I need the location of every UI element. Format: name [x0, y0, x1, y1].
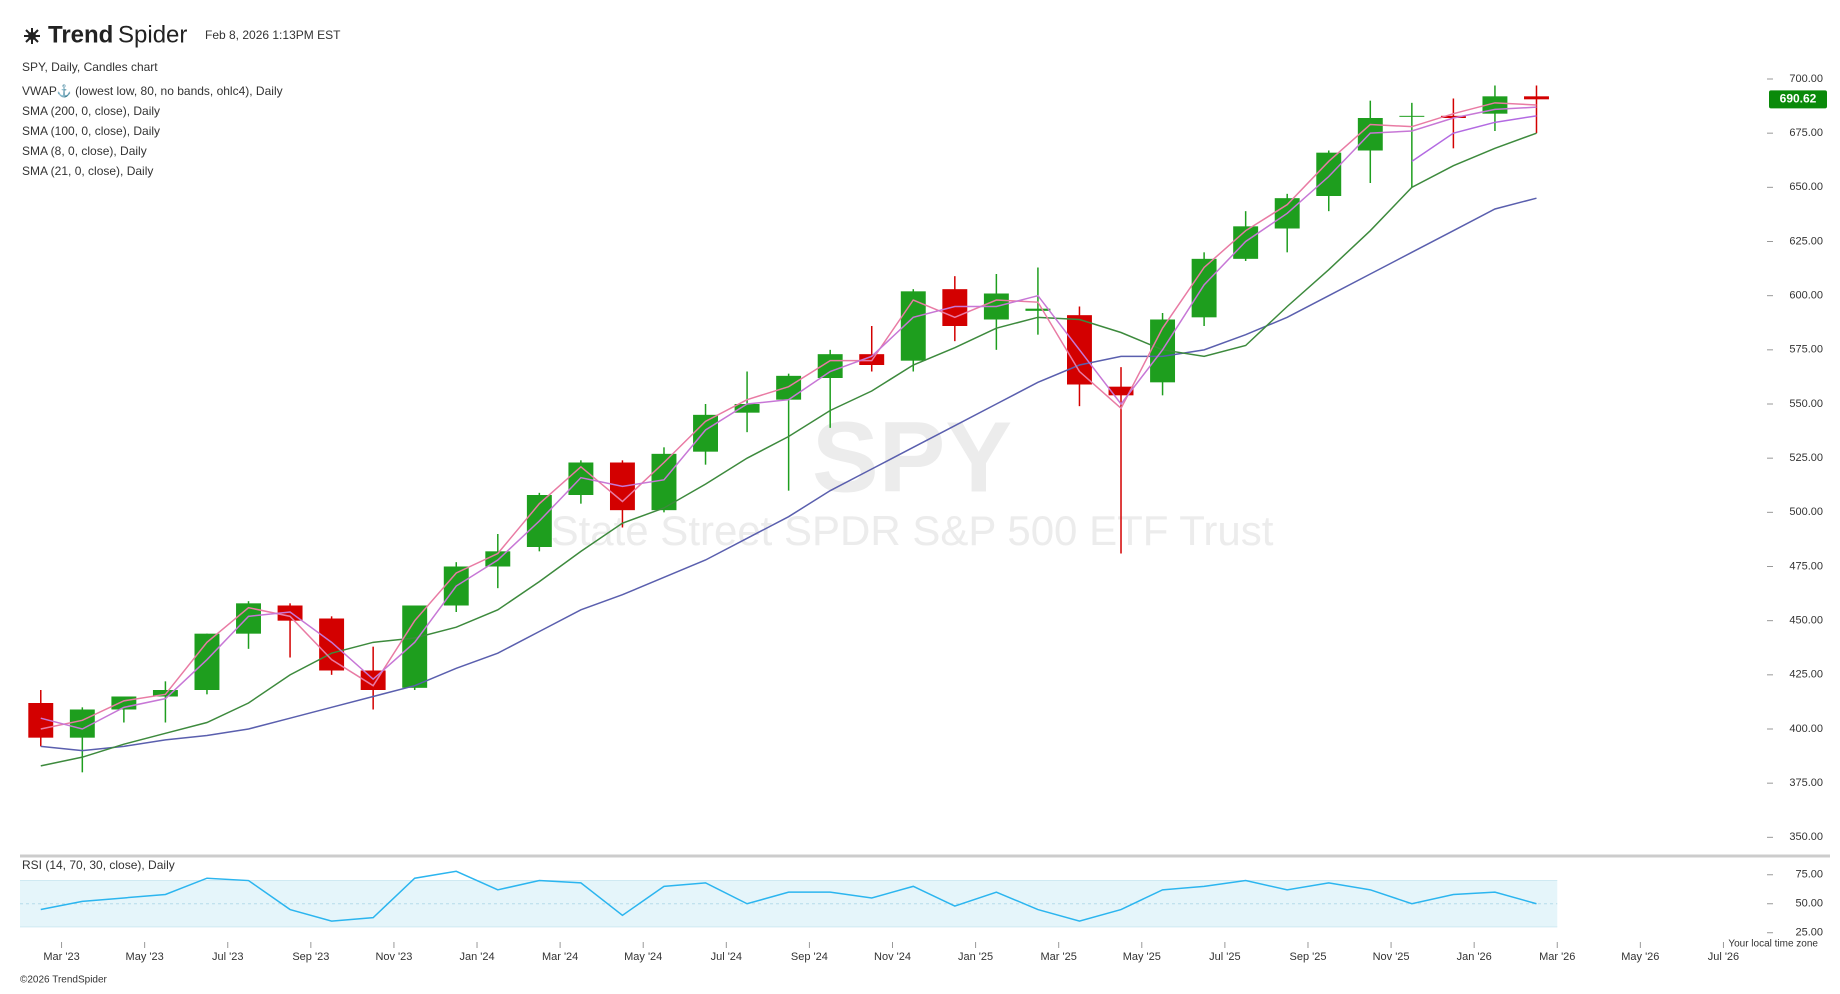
overlay-line	[40, 197, 1537, 752]
overlay-line	[40, 102, 1537, 730]
watermark-subtitle: State Street SPDR S&P 500 ETF Trust	[551, 507, 1274, 554]
x-tick-label: Sep '23	[292, 951, 329, 963]
x-tick-label: May '25	[1123, 951, 1161, 963]
candle-body	[1025, 308, 1051, 311]
rsi-legend: RSI (14, 70, 30, close), Daily	[22, 858, 175, 872]
legend-entry: SMA (100, 0, close), Daily	[22, 124, 160, 138]
y-tick-label: 550.00	[1789, 398, 1823, 410]
logo-icon	[24, 28, 40, 44]
rsi-tick-label: 75.00	[1795, 869, 1823, 881]
y-tick-label: 700.00	[1789, 73, 1823, 85]
candle-body	[1399, 115, 1425, 117]
candle-body	[734, 404, 760, 413]
legend-entry: SMA (200, 0, close), Daily	[22, 104, 160, 118]
x-tick-label: Mar '26	[1539, 951, 1575, 963]
price-label: 690.62	[1780, 91, 1817, 105]
logo-bold: Trend	[48, 21, 113, 48]
timestamp: Feb 8, 2026 1:13PM EST	[205, 28, 341, 42]
y-tick-label: 475.00	[1789, 560, 1823, 572]
x-tick-label: Mar '24	[542, 951, 578, 963]
watermark: SPY	[812, 401, 1012, 513]
y-tick-label: 525.00	[1789, 452, 1823, 464]
x-tick-label: Jul '24	[711, 951, 742, 963]
x-tick-label: Nov '24	[874, 951, 911, 963]
legend-entry: SMA (8, 0, close), Daily	[22, 144, 147, 158]
timezone-note: Your local time zone	[1728, 939, 1818, 950]
x-tick-label: Jul '26	[1708, 951, 1739, 963]
x-tick-label: Mar '25	[1041, 951, 1077, 963]
x-tick-label: Jan '25	[958, 951, 993, 963]
candle-body	[1108, 386, 1134, 396]
y-tick-label: 650.00	[1789, 181, 1823, 193]
legend-entry: SMA (21, 0, close), Daily	[22, 164, 153, 178]
y-tick-label: 575.00	[1789, 344, 1823, 356]
x-tick-label: Jan '26	[1457, 951, 1492, 963]
y-tick-label: 500.00	[1789, 506, 1823, 518]
x-tick-label: Nov '25	[1373, 951, 1410, 963]
y-tick-label: 375.00	[1789, 777, 1823, 789]
candle-body	[693, 414, 718, 452]
x-tick-label: Sep '25	[1289, 951, 1326, 963]
candle-body	[1316, 152, 1342, 196]
x-tick-label: Mar '23	[43, 951, 79, 963]
legend-entry: VWAP⚓ (lowest low, 80, no bands, ohlc4),…	[22, 84, 283, 98]
candle-body	[402, 605, 428, 688]
x-tick-label: Nov '23	[375, 951, 412, 963]
x-tick-label: May '26	[1621, 951, 1659, 963]
x-tick-label: Jul '23	[212, 951, 243, 963]
chart-title: SPY, Daily, Candles chart	[22, 60, 158, 74]
x-tick-label: Jul '25	[1209, 951, 1240, 963]
x-tick-label: Sep '24	[791, 951, 828, 963]
candle-body	[1524, 96, 1549, 100]
overlay-line	[40, 132, 1537, 767]
candle-body	[1440, 115, 1466, 118]
y-tick-label: 625.00	[1789, 235, 1823, 247]
y-tick-label: 600.00	[1789, 290, 1823, 302]
x-tick-label: May '23	[126, 951, 164, 963]
rsi-tick-label: 50.00	[1795, 898, 1823, 910]
price-label-box	[1769, 90, 1827, 109]
candle-body	[942, 289, 968, 326]
y-tick-label: 400.00	[1789, 723, 1823, 735]
candle-body	[776, 375, 802, 400]
y-tick-label: 675.00	[1789, 127, 1823, 139]
y-tick-label: 425.00	[1789, 669, 1823, 681]
copyright: ©2026 TrendSpider	[20, 975, 108, 986]
rsi-tick-label: 25.00	[1795, 927, 1823, 939]
x-tick-label: May '24	[624, 951, 662, 963]
logo-light: Spider	[118, 21, 187, 48]
rsi-line	[40, 870, 1537, 922]
overlay-line	[40, 106, 1537, 730]
candle-body	[319, 618, 345, 671]
overlay-line	[1411, 115, 1537, 162]
y-tick-label: 350.00	[1789, 831, 1823, 843]
y-tick-label: 450.00	[1789, 615, 1823, 627]
candle-body	[69, 709, 95, 738]
x-tick-label: Jan '24	[459, 951, 494, 963]
